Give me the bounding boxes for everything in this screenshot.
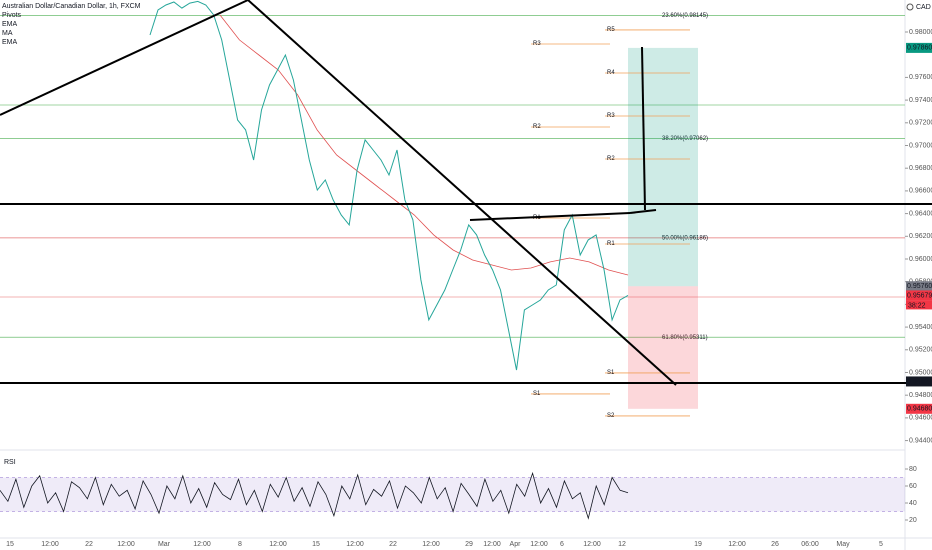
x-tick-label: 12:00	[41, 541, 59, 548]
y-tick-label: 0.96400	[909, 210, 932, 217]
indicator-label: EMA	[2, 21, 18, 28]
y-tick-label: 0.97400	[909, 97, 932, 104]
chart-title: Australian Dollar/Canadian Dollar, 1h, F…	[2, 3, 141, 10]
y-tick-label: 0.97600	[909, 74, 932, 81]
price-label: 0.94921	[907, 378, 932, 385]
price-label: 0.97860	[907, 45, 932, 52]
target-zone	[628, 47, 698, 287]
indicator-label: EMA	[2, 39, 18, 46]
y-tick-label: 0.95000	[909, 369, 932, 376]
pivot-label: R3	[533, 41, 541, 47]
price-label: 0.95679	[907, 292, 932, 299]
x-tick-label: 15	[312, 541, 320, 548]
x-tick-label: 8	[238, 541, 242, 548]
x-tick-label: 12:00	[193, 541, 211, 548]
y-tick-label: 0.96000	[909, 256, 932, 263]
currency-label[interactable]: CAD	[916, 4, 931, 11]
y-tick-label: 0.96600	[909, 188, 932, 195]
rsi-tick-label: 60	[909, 483, 917, 490]
rsi-tick-label: 20	[909, 517, 917, 524]
trend-drawing	[641, 46, 646, 211]
pivot-label: S2	[607, 413, 615, 419]
x-tick-label: 29	[465, 541, 473, 548]
fib-label: 38.20%(0.97062)	[662, 136, 708, 142]
x-tick-label: 12:00	[728, 541, 746, 548]
x-tick-label: 6	[560, 541, 564, 548]
price-line	[149, 0, 629, 371]
x-tick-label: 12:00	[530, 541, 548, 548]
price-label: 0.95760	[907, 283, 932, 290]
x-tick-label: 5	[879, 541, 883, 548]
fib-label: 50.00%(0.96186)	[662, 235, 708, 241]
pivot-label: R5	[607, 27, 615, 33]
price-label-box	[906, 376, 932, 387]
x-tick-label: 22	[85, 541, 93, 548]
x-tick-label: 06:00	[801, 541, 819, 548]
price-label-box	[906, 281, 932, 292]
x-tick-label: Apr	[510, 541, 522, 548]
trend-drawing	[469, 212, 631, 221]
y-tick-label: 0.95400	[909, 324, 932, 331]
pivot-label: R3	[607, 113, 615, 119]
pivot-label: R2	[533, 124, 541, 130]
price-label: 0.94680	[907, 406, 932, 413]
y-tick-label: 0.94600	[909, 415, 932, 422]
x-tick-label: 12:00	[422, 541, 440, 548]
pivot-label: S1	[607, 370, 615, 376]
x-tick-label: 12:00	[583, 541, 601, 548]
stop-zone	[628, 286, 698, 409]
x-tick-label: 22	[389, 541, 397, 548]
y-tick-label: 0.96200	[909, 233, 932, 240]
rsi-tick-label: 40	[909, 500, 917, 507]
fib-label: 61.80%(0.95311)	[662, 335, 708, 341]
trend-drawing	[629, 209, 657, 214]
price-label-box	[906, 290, 932, 301]
x-tick-label: May	[836, 541, 850, 548]
y-tick-label: 0.94800	[909, 392, 932, 399]
price-label-box	[906, 42, 932, 53]
fib-label: 23.60%(0.98145)	[662, 13, 708, 19]
rsi-line	[0, 471, 629, 520]
pivot-label: S1	[533, 391, 541, 397]
x-tick-label: 12	[618, 541, 626, 548]
x-tick-label: 12:00	[346, 541, 364, 548]
price-label-box	[906, 403, 932, 414]
y-tick-label: 0.98000	[909, 29, 932, 36]
x-tick-label: 26	[771, 541, 779, 548]
y-tick-label: 0.95200	[909, 347, 932, 354]
trend-drawing	[0, 0, 249, 116]
indicator-label: MA	[2, 30, 13, 37]
countdown: 38:22	[908, 302, 926, 309]
countdown-box	[906, 300, 932, 310]
x-tick-label: 12:00	[269, 541, 287, 548]
indicator-label: Pivots	[2, 12, 22, 19]
y-tick-label: 0.94400	[909, 437, 932, 444]
pivot-label: R2	[607, 156, 615, 162]
x-tick-label: 12:00	[117, 541, 135, 548]
pivot-label: R4	[607, 70, 615, 76]
rsi-title: RSI	[4, 459, 16, 466]
pivot-label: R1	[533, 215, 541, 221]
y-tick-label: 0.97000	[909, 142, 932, 149]
pivot-label: R1	[607, 241, 615, 247]
trend-drawing	[247, 0, 677, 386]
y-tick-label: 0.97200	[909, 120, 932, 127]
rsi-tick-label: 80	[909, 466, 917, 473]
x-tick-label: Mar	[158, 541, 171, 548]
x-tick-label: 12:00	[483, 541, 501, 548]
x-tick-label: 19	[694, 541, 702, 548]
currency-icon[interactable]	[906, 3, 914, 11]
y-tick-label: 0.96800	[909, 165, 932, 172]
x-tick-label: 15	[6, 541, 14, 548]
